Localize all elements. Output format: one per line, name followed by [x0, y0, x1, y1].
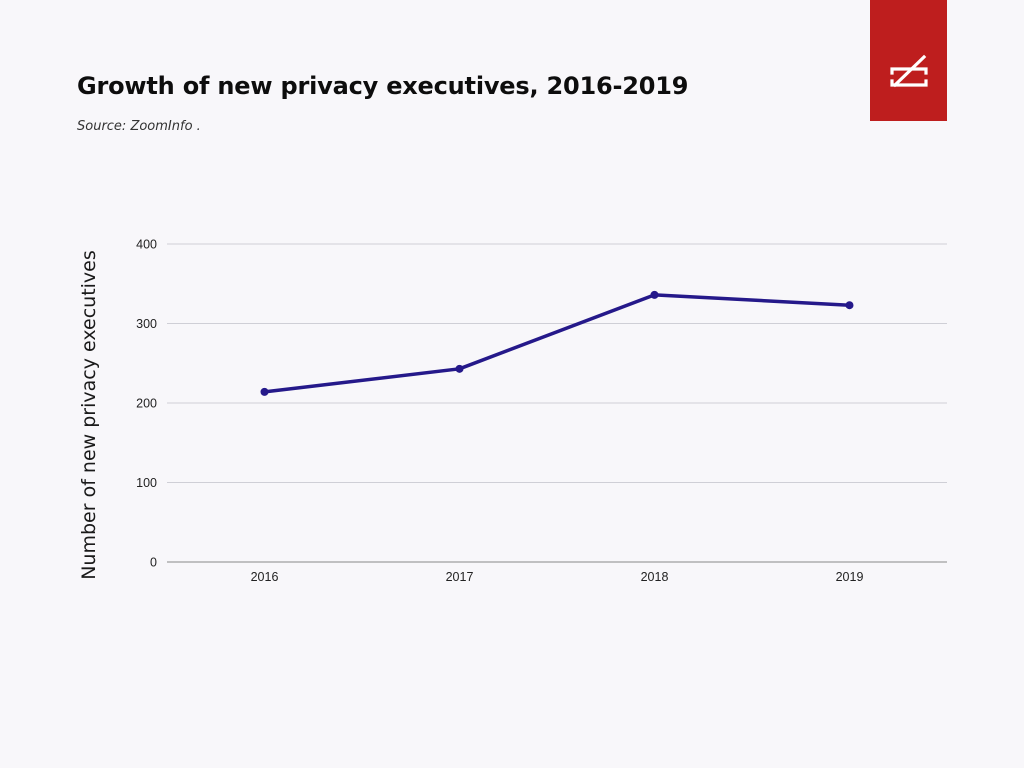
y-axis-ticks: 0 100 200 300 400 [136, 238, 157, 570]
data-point [455, 364, 464, 373]
x-tick-label: 2018 [641, 570, 669, 584]
logo-background [870, 0, 947, 121]
x-axis-ticks: 2016 2017 2018 2019 [251, 570, 864, 584]
data-point [845, 301, 854, 310]
y-axis-title: Number of new privacy executives [78, 250, 100, 580]
data-point [650, 290, 659, 299]
z-logo-mark [890, 54, 928, 88]
x-tick-label: 2019 [836, 570, 864, 584]
data-point [260, 387, 269, 396]
x-tick-label: 2017 [446, 570, 474, 584]
gridlines [167, 243, 947, 563]
source-note: Source: ZoomInfo . [77, 119, 201, 134]
chart-title: Growth of new privacy executives, 2016-2… [77, 72, 689, 100]
y-tick-label: 300 [136, 317, 157, 331]
y-tick-label: 400 [136, 238, 157, 252]
series-line-layer [262, 293, 852, 394]
zoominfo-logo-icon [870, 0, 947, 121]
y-tick-label: 200 [136, 397, 157, 411]
y-tick-label: 100 [136, 476, 157, 490]
data-points [260, 290, 854, 396]
x-tick-label: 2016 [251, 570, 279, 584]
y-tick-label: 0 [150, 556, 157, 570]
series-line [262, 293, 852, 394]
